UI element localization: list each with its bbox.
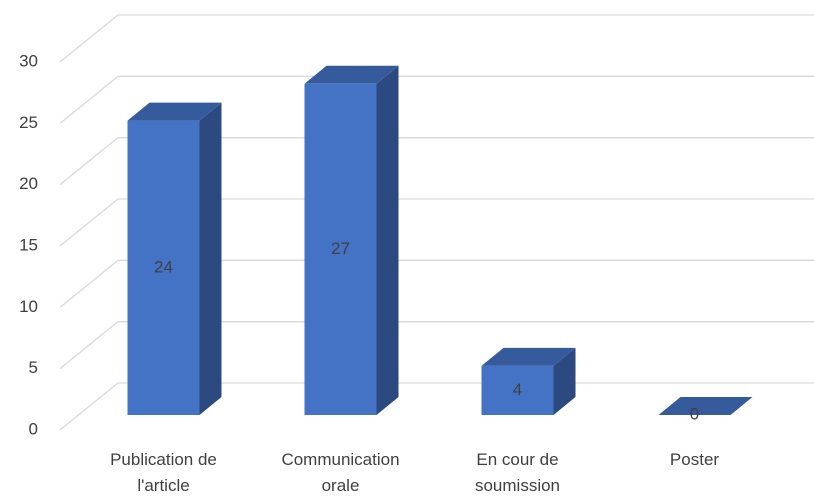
bar-top bbox=[481, 347, 576, 366]
y-tick-label: 30 bbox=[19, 51, 38, 70]
value-label: 24 bbox=[154, 257, 173, 276]
bar-side bbox=[376, 65, 399, 416]
grid-line-side bbox=[59, 321, 119, 370]
bar-top bbox=[127, 102, 222, 121]
grid-line-side bbox=[59, 198, 119, 247]
y-tick-label: 10 bbox=[19, 297, 38, 316]
x-tick-label: Poster bbox=[669, 450, 720, 469]
y-tick-label: 25 bbox=[19, 113, 38, 132]
bar-side bbox=[553, 347, 576, 415]
y-tick-label: 0 bbox=[29, 419, 38, 438]
x-tick-label: Communication orale bbox=[281, 450, 400, 495]
grid-line-side bbox=[59, 14, 119, 63]
grid-line-side bbox=[59, 75, 119, 124]
bar-side bbox=[199, 102, 222, 415]
y-tick-label: 20 bbox=[19, 174, 38, 193]
x-tick-label: Publication de l'article bbox=[110, 450, 217, 495]
grid-line-side bbox=[59, 259, 119, 308]
y-tick-label: 5 bbox=[29, 358, 38, 377]
grid-line-side bbox=[59, 382, 119, 431]
bar bbox=[304, 83, 377, 416]
x-tick-label: En cour de soumission bbox=[474, 450, 561, 495]
bar-top bbox=[658, 397, 753, 415]
bar bbox=[127, 120, 200, 415]
value-label: 27 bbox=[331, 239, 350, 258]
y-tick-label: 15 bbox=[19, 235, 38, 254]
grid-line-side bbox=[59, 137, 119, 186]
bar bbox=[481, 365, 554, 415]
value-label: 4 bbox=[513, 380, 522, 399]
bar-top bbox=[304, 65, 399, 84]
value-label: 0 bbox=[690, 404, 699, 423]
